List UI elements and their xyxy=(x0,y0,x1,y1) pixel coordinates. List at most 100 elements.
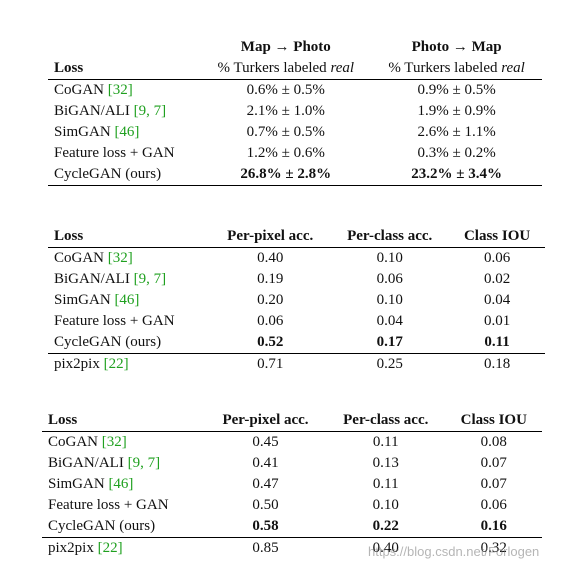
cell-value: 0.20 xyxy=(257,292,284,308)
cell-value-best: 0.17 xyxy=(376,334,403,350)
cell-value: 0.25 xyxy=(330,353,450,375)
cell-value: 0.50 xyxy=(252,497,279,513)
cell-value: 0.45 xyxy=(252,434,279,450)
row-label: Feature loss + GAN xyxy=(54,313,175,329)
cell-value: 0.18 xyxy=(449,353,545,375)
cell-value: 0.19 xyxy=(257,271,284,287)
table-row: CycleGAN (ours) 0.58 0.22 0.16 xyxy=(42,516,542,538)
cell-value: 0.3% ± 0.2% xyxy=(417,145,496,161)
cell-value: 0.07 xyxy=(480,455,507,471)
col-header-loss: Loss xyxy=(42,410,206,432)
col-header-per-class: Per-class acc. xyxy=(330,226,450,248)
table-row: SimGAN [46] 0.7% ± 0.5% 2.6% ± 1.1% xyxy=(48,122,542,143)
table-segmentation-metrics-1: Loss Per-pixel acc. Per-class acc. Class… xyxy=(48,226,545,375)
cell-value: 0.04 xyxy=(483,292,511,308)
col-header-class-iou: Class IOU xyxy=(445,410,542,432)
cell-value-best: 23.2% ± 3.4% xyxy=(371,164,542,186)
table-map-photo-turkers: Map → Photo Photo → Map Loss % Turkers l… xyxy=(48,37,542,186)
col-header-per-pixel: Per-pixel acc. xyxy=(205,410,326,432)
row-label: Feature loss + GAN xyxy=(48,497,169,513)
col-header-photo-to-map: Photo → Map xyxy=(411,39,502,55)
row-label: pix2pix [22] xyxy=(48,353,211,375)
row-label: BiGAN/ALI [9, 7] xyxy=(54,103,167,119)
row-label: CycleGAN (ours) xyxy=(48,164,201,186)
row-label: CoGAN [32] xyxy=(54,250,133,266)
cell-value: 0.41 xyxy=(252,455,279,471)
row-label: Feature loss + GAN xyxy=(54,145,175,161)
cell-value: 0.06 xyxy=(483,250,511,266)
row-label: BiGAN/ALI [9, 7] xyxy=(54,271,167,287)
cell-value: 0.11 xyxy=(372,476,399,492)
table-subheader-row: Loss % Turkers labeled real % Turkers la… xyxy=(48,58,542,80)
table-row: BiGAN/ALI [9, 7] 0.41 0.13 0.07 xyxy=(42,453,542,474)
col-header-per-class: Per-class acc. xyxy=(325,410,446,432)
table-row: pix2pix [22] 0.85 0.40 0.32 xyxy=(42,537,542,559)
cell-value: 0.13 xyxy=(372,455,399,471)
cell-value: 0.11 xyxy=(372,434,399,450)
cell-value: 0.71 xyxy=(210,353,331,375)
cell-value: 0.40 xyxy=(325,537,446,559)
cell-value: 0.10 xyxy=(376,250,403,266)
table-row: SimGAN [46] 0.20 0.10 0.04 xyxy=(48,290,545,311)
table-row: BiGAN/ALI [9, 7] 0.19 0.06 0.02 xyxy=(48,269,545,290)
table-row: pix2pix [22] 0.71 0.25 0.18 xyxy=(48,353,545,375)
cell-value: 0.7% ± 0.5% xyxy=(246,124,325,140)
table-header-row: Map → Photo Photo → Map xyxy=(48,37,542,58)
cell-value: 0.04 xyxy=(376,313,403,329)
table-row: Feature loss + GAN 0.06 0.04 0.01 xyxy=(48,311,545,332)
cell-value-best: 0.58 xyxy=(252,518,279,534)
cell-value: 0.06 xyxy=(376,271,403,287)
watermark: https://blog.csdn.net/Forlogen xyxy=(368,544,540,559)
cell-value: 1.9% ± 0.9% xyxy=(417,103,496,119)
cell-value-best: 0.22 xyxy=(372,518,399,534)
row-label: SimGAN [46] xyxy=(48,476,134,492)
cell-value: 0.6% ± 0.5% xyxy=(246,82,325,98)
table-row: BiGAN/ALI [9, 7] 2.1% ± 1.0% 1.9% ± 0.9% xyxy=(48,101,542,122)
cell-value-best: 0.16 xyxy=(480,518,507,534)
cell-value-best: 26.8% ± 2.8% xyxy=(200,164,372,186)
cell-value: 0.01 xyxy=(483,313,511,329)
cell-value: 0.02 xyxy=(483,271,511,287)
cell-value: 0.40 xyxy=(257,250,284,266)
cell-value: 0.06 xyxy=(257,313,284,329)
cell-value: 0.06 xyxy=(480,497,507,513)
col-subheader-1: % Turkers labeled real xyxy=(200,58,372,80)
table-row: CoGAN [32] 0.6% ± 0.5% 0.9% ± 0.5% xyxy=(48,80,542,102)
cell-value-best: 0.52 xyxy=(257,334,284,350)
col-header-loss: Loss xyxy=(48,58,201,80)
cell-value-best: 0.11 xyxy=(484,334,510,350)
row-label: SimGAN [46] xyxy=(54,292,140,308)
cell-value: 2.6% ± 1.1% xyxy=(417,124,496,140)
cell-value: 0.07 xyxy=(480,476,507,492)
table-row: CoGAN [32] 0.45 0.11 0.08 xyxy=(42,432,542,454)
cell-value: 0.32 xyxy=(445,537,542,559)
table-header-row: Loss Per-pixel acc. Per-class acc. Class… xyxy=(42,410,542,432)
row-label: CycleGAN (ours) xyxy=(48,518,156,534)
table-row: Feature loss + GAN 0.50 0.10 0.06 xyxy=(42,495,542,516)
row-label: SimGAN [46] xyxy=(54,124,140,140)
col-header-map-to-photo: Map → Photo xyxy=(240,39,331,55)
cell-value: 2.1% ± 1.0% xyxy=(246,103,325,119)
row-label: pix2pix [22] xyxy=(42,537,206,559)
table-row: CycleGAN (ours) 0.52 0.17 0.11 xyxy=(48,332,545,354)
cell-value: 0.10 xyxy=(376,292,403,308)
cell-value: 0.47 xyxy=(252,476,279,492)
row-label: CycleGAN (ours) xyxy=(54,334,162,350)
table-row: CoGAN [32] 0.40 0.10 0.06 xyxy=(48,248,545,270)
table-row: CycleGAN (ours) 26.8% ± 2.8% 23.2% ± 3.4… xyxy=(48,164,542,186)
table-row: SimGAN [46] 0.47 0.11 0.07 xyxy=(42,474,542,495)
cell-value: 0.85 xyxy=(205,537,326,559)
row-label: BiGAN/ALI [9, 7] xyxy=(48,455,161,471)
row-label: CoGAN [32] xyxy=(54,82,133,98)
table-row: Feature loss + GAN 1.2% ± 0.6% 0.3% ± 0.… xyxy=(48,143,542,164)
col-subheader-2: % Turkers labeled real xyxy=(371,58,542,80)
col-header-loss: Loss xyxy=(48,226,211,248)
col-header-class-iou: Class IOU xyxy=(449,226,545,248)
cell-value: 0.10 xyxy=(372,497,399,513)
cell-value: 0.08 xyxy=(480,434,507,450)
row-label: CoGAN [32] xyxy=(48,434,127,450)
table-segmentation-metrics-2: Loss Per-pixel acc. Per-class acc. Class… xyxy=(42,410,542,559)
col-header-per-pixel: Per-pixel acc. xyxy=(210,226,331,248)
table-header-row: Loss Per-pixel acc. Per-class acc. Class… xyxy=(48,226,545,248)
cell-value: 1.2% ± 0.6% xyxy=(246,145,325,161)
